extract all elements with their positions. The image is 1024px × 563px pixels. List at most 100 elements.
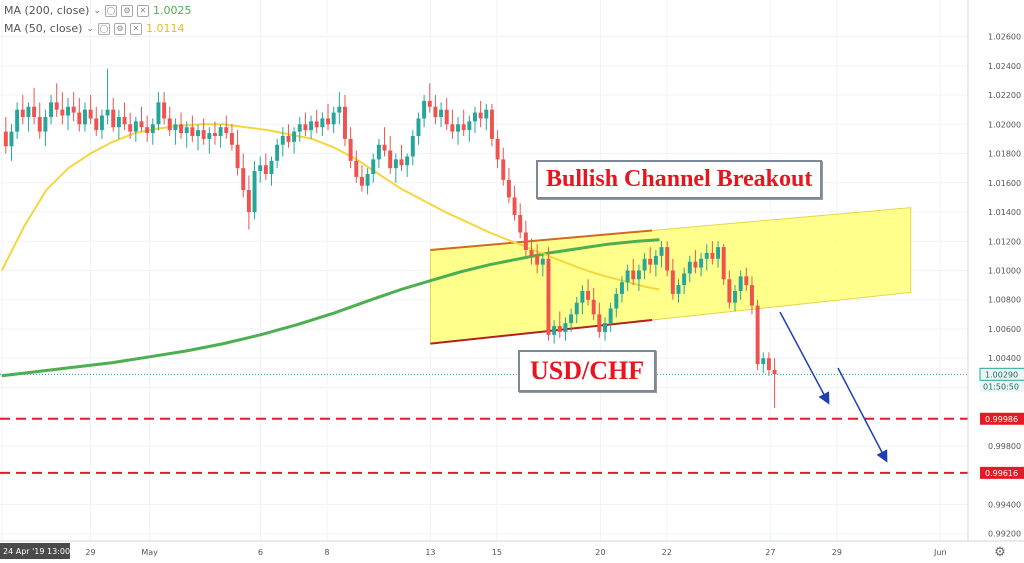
- candle-body: [218, 127, 223, 136]
- candle-body: [184, 127, 189, 134]
- candle: [212, 121, 217, 145]
- price-tick-label: 1.02400: [988, 62, 1021, 71]
- candle-body: [309, 121, 314, 131]
- candle-body: [427, 100, 432, 107]
- candle-body: [699, 258, 704, 268]
- candle: [337, 92, 342, 125]
- candle: [354, 150, 359, 183]
- candle-body: [150, 124, 155, 134]
- annotation-symbol: USD/CHF: [518, 350, 657, 392]
- candle-body: [410, 135, 415, 157]
- candle-body: [111, 109, 116, 128]
- candle-body: [258, 165, 263, 172]
- candle-body: [359, 176, 364, 186]
- candle: [235, 130, 240, 176]
- candle-body: [99, 115, 104, 131]
- candle: [292, 127, 297, 154]
- candle: [495, 130, 500, 169]
- candle: [484, 103, 489, 131]
- candle-body: [761, 358, 766, 365]
- eye-icon[interactable]: ◯: [97, 22, 110, 35]
- candle: [145, 115, 150, 142]
- level-badge: [980, 466, 1024, 479]
- time-axis[interactable]: 24 Apr '19 13:00 29 May 6 8 13 15 20 22 27 29 Jun ⚙: [0, 540, 1024, 563]
- candle: [422, 95, 427, 128]
- candle-body: [320, 118, 325, 128]
- candle-body: [478, 112, 483, 119]
- legend-ma200[interactable]: MA (200, close) ⌄ ◯ ⚙ ✕ 1.0025: [4, 4, 191, 17]
- ma50-path: [0, 123, 660, 291]
- candle: [518, 203, 523, 239]
- candle: [309, 115, 314, 139]
- candle: [670, 258, 675, 300]
- price-axis-bg: [968, 0, 1024, 541]
- candle-body: [246, 190, 251, 213]
- eye-icon[interactable]: ◯: [104, 4, 117, 17]
- candle: [224, 115, 229, 139]
- candle-body: [580, 290, 585, 303]
- candle-body: [648, 258, 653, 265]
- candle-body: [196, 130, 200, 136]
- close-icon[interactable]: ✕: [136, 4, 149, 17]
- candle: [252, 160, 257, 220]
- candle: [246, 175, 251, 230]
- candle-body: [326, 118, 331, 125]
- price-tick-label: 1.02600: [988, 33, 1021, 42]
- candle: [382, 127, 387, 157]
- candle-body: [665, 247, 670, 271]
- candle: [326, 103, 331, 131]
- price-tick-label: 1.01400: [988, 208, 1021, 217]
- arrow-down-2: [837, 367, 888, 463]
- candle-body: [682, 273, 687, 286]
- channel-upper-line: [430, 229, 653, 252]
- candle-body: [212, 133, 217, 136]
- candle-body: [399, 159, 404, 166]
- gear-icon[interactable]: ⚙: [120, 4, 133, 17]
- candle-body: [523, 232, 528, 251]
- candle: [636, 264, 641, 291]
- candle: [523, 220, 528, 256]
- chevron-down-icon[interactable]: ⌄: [86, 23, 94, 34]
- price-axis[interactable]: 0.992000.994000.996000.998001.000001.002…: [967, 0, 1024, 541]
- candle: [60, 92, 65, 125]
- time-axis-bg: [0, 541, 1024, 563]
- candle: [218, 124, 223, 148]
- candle-body: [727, 279, 732, 303]
- price-tick-label: 0.99200: [988, 530, 1021, 539]
- close-icon[interactable]: ✕: [129, 22, 142, 35]
- settings-gear-icon[interactable]: ⚙: [994, 545, 1006, 560]
- ma200-path: [1, 238, 660, 378]
- candle-body: [201, 130, 206, 139]
- candle: [207, 127, 212, 154]
- candle: [529, 238, 534, 265]
- candle: [343, 95, 347, 147]
- candle-body: [167, 118, 172, 131]
- candle-body: [303, 124, 308, 131]
- candle: [184, 121, 189, 148]
- candle: [410, 130, 415, 166]
- time-tick-label: 24 Apr '19 13:00: [3, 547, 70, 556]
- gear-icon[interactable]: ⚙: [113, 22, 126, 35]
- channel-fill: [429, 207, 912, 345]
- candle: [365, 168, 370, 195]
- legend-ma50[interactable]: MA (50, close) ⌄ ◯ ⚙ ✕ 1.0114: [4, 22, 184, 35]
- candle-body: [179, 124, 184, 134]
- candle-body: [416, 118, 421, 136]
- candle: [26, 102, 31, 132]
- candle: [642, 252, 647, 280]
- candle-body: [241, 168, 246, 191]
- chevron-down-icon[interactable]: ⌄: [93, 5, 101, 16]
- candle-body: [749, 285, 754, 306]
- candle: [359, 165, 364, 192]
- candle-body: [297, 124, 302, 132]
- candle-body: [405, 156, 410, 166]
- candle-body: [456, 124, 461, 132]
- candle-body: [563, 323, 568, 332]
- candle-body: [145, 127, 150, 134]
- candle-body: [461, 124, 466, 131]
- candle: [631, 258, 636, 286]
- candle: [156, 92, 161, 131]
- candle: [150, 118, 155, 145]
- price-tick-label: 1.02000: [988, 120, 1021, 129]
